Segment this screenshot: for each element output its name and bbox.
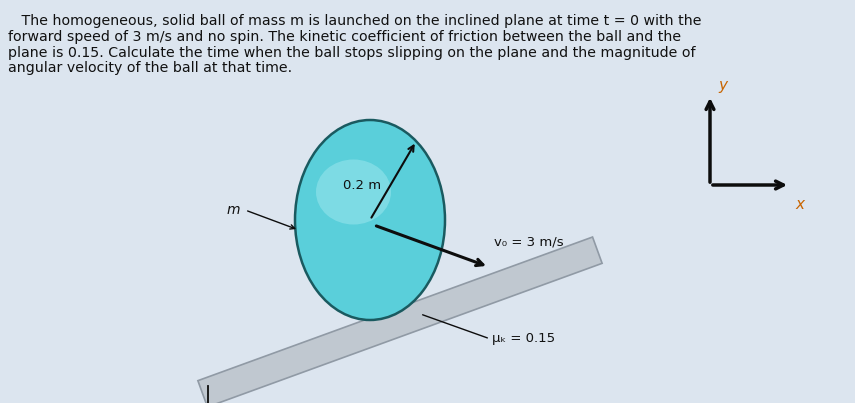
Text: The homogeneous, solid ball of mass m is launched on the inclined plane at time : The homogeneous, solid ball of mass m is… (8, 14, 701, 28)
Text: y: y (718, 78, 727, 93)
Text: angular velocity of the ball at that time.: angular velocity of the ball at that tim… (8, 61, 292, 75)
Text: v₀ = 3 m/s: v₀ = 3 m/s (493, 236, 563, 249)
Ellipse shape (316, 160, 391, 224)
Text: μₖ = 0.15: μₖ = 0.15 (492, 332, 555, 345)
Text: m: m (227, 203, 240, 217)
Text: 0.2 m: 0.2 m (343, 179, 381, 192)
Text: x: x (795, 197, 804, 212)
Text: forward speed of 3 m/s and no spin. The kinetic coefficient of friction between : forward speed of 3 m/s and no spin. The … (8, 30, 681, 44)
Text: plane is 0.15. Calculate the time when the ball stops slipping on the plane and : plane is 0.15. Calculate the time when t… (8, 46, 695, 60)
Polygon shape (198, 237, 602, 403)
Ellipse shape (295, 120, 445, 320)
